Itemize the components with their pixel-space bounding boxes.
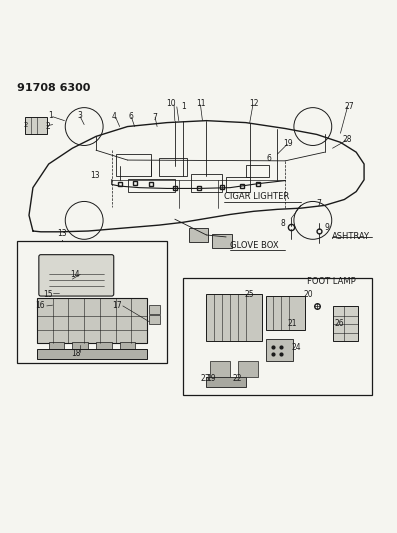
Text: 10: 10 xyxy=(166,99,176,108)
Bar xyxy=(17,241,167,363)
Bar xyxy=(191,174,222,191)
Text: ASHTRAY: ASHTRAY xyxy=(332,232,370,241)
Bar xyxy=(119,342,135,349)
Text: 3: 3 xyxy=(77,111,82,120)
Text: 27: 27 xyxy=(344,102,354,110)
Text: GLOVE BOX: GLOVE BOX xyxy=(230,240,279,249)
Text: 21: 21 xyxy=(287,319,297,328)
Text: 17: 17 xyxy=(112,302,121,310)
Text: 26: 26 xyxy=(335,319,344,328)
Text: 9: 9 xyxy=(325,223,330,232)
Text: 14: 14 xyxy=(71,270,80,279)
Bar xyxy=(72,342,88,349)
Text: 91708 6300: 91708 6300 xyxy=(17,83,91,93)
Text: 22: 22 xyxy=(232,374,242,383)
Bar xyxy=(206,377,246,387)
Text: 1: 1 xyxy=(181,102,186,111)
Text: 23: 23 xyxy=(201,374,210,383)
Bar xyxy=(238,361,258,377)
Bar xyxy=(37,298,147,343)
Bar xyxy=(49,342,64,349)
FancyBboxPatch shape xyxy=(39,255,114,296)
Text: 20: 20 xyxy=(303,289,313,298)
Bar xyxy=(266,296,305,329)
Bar xyxy=(183,278,372,394)
Text: 6: 6 xyxy=(266,155,271,164)
Bar xyxy=(189,228,208,242)
Bar xyxy=(149,305,160,314)
Text: 13: 13 xyxy=(58,229,67,238)
Bar xyxy=(210,361,230,377)
Text: 4: 4 xyxy=(112,112,117,121)
Bar xyxy=(25,117,47,134)
Text: 7: 7 xyxy=(317,199,322,208)
Text: 25: 25 xyxy=(244,289,254,298)
Bar xyxy=(149,315,160,324)
Bar xyxy=(266,340,293,361)
Text: 11: 11 xyxy=(196,99,206,108)
Bar xyxy=(96,342,112,349)
Text: 1: 1 xyxy=(48,111,53,120)
Bar xyxy=(212,234,232,248)
Text: CIGAR LIGHTER: CIGAR LIGHTER xyxy=(224,192,289,201)
Text: 19: 19 xyxy=(283,139,293,148)
Text: 8: 8 xyxy=(280,220,285,229)
Bar xyxy=(116,154,151,176)
Text: 2: 2 xyxy=(46,122,50,131)
Bar xyxy=(206,294,262,342)
Bar xyxy=(226,176,250,191)
Text: 12: 12 xyxy=(249,99,258,108)
Text: 7: 7 xyxy=(152,112,157,122)
Bar xyxy=(37,349,147,359)
Text: 19: 19 xyxy=(206,374,216,383)
Bar xyxy=(246,165,270,176)
Bar xyxy=(159,158,187,176)
Text: 18: 18 xyxy=(71,349,80,358)
Text: 2: 2 xyxy=(24,123,28,128)
Text: 6: 6 xyxy=(128,112,133,121)
Text: 16: 16 xyxy=(35,302,45,310)
Text: 28: 28 xyxy=(343,135,352,144)
Text: FOOT LAMP: FOOT LAMP xyxy=(307,277,356,286)
Text: 15: 15 xyxy=(43,289,53,298)
Text: 24: 24 xyxy=(291,343,301,352)
Text: 13: 13 xyxy=(91,171,100,180)
Bar xyxy=(333,306,358,342)
Bar xyxy=(127,179,175,192)
